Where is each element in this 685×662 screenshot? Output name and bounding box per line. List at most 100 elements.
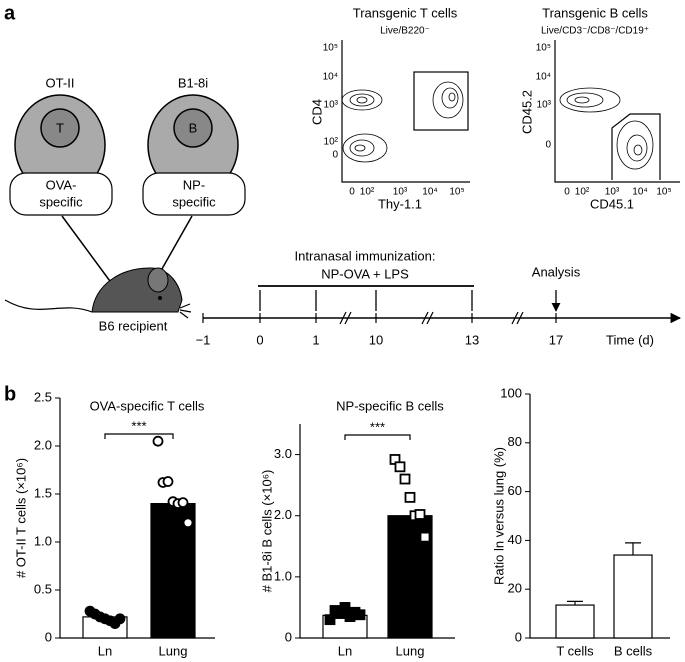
x-tick-label: Lung — [396, 643, 425, 658]
significance: *** — [370, 419, 385, 434]
day-label: 0 — [256, 332, 263, 347]
flow-y-tick: 0 — [545, 140, 551, 151]
x-tick-label: Lung — [159, 643, 188, 658]
flow-gate: Live/CD3⁻/CD8⁻/CD19⁺ — [541, 26, 649, 37]
y-tick-label: 0 — [285, 629, 292, 644]
cell-b18i: B1-8i B NP- specific — [142, 75, 246, 216]
flow-y-tick: 10³ — [537, 100, 552, 111]
cell-ot2: OT-II T OVA- specific — [9, 75, 113, 216]
flow-x-tick: 10³ — [605, 187, 620, 198]
y-axis-label: Ratio ln versus lung (%) — [491, 447, 506, 585]
flow-x-tick: 0 — [349, 187, 355, 198]
flow-y-tick: 10³ — [324, 100, 339, 111]
flow-y-tick: 10⁵ — [536, 43, 551, 54]
chart-title: OVA-specific T cells — [90, 398, 205, 413]
flow-gate: Live/B220⁻ — [380, 26, 430, 37]
specificity: NP- — [183, 177, 205, 192]
recipient-label: B6 recipient — [99, 318, 168, 333]
data-point — [394, 461, 406, 473]
panel-label: a — [4, 2, 16, 24]
bar — [613, 554, 653, 639]
flow-xlabel: Thy-1.1 — [378, 196, 422, 211]
data-point — [414, 509, 426, 520]
flow-x-tick: 10⁴ — [632, 187, 647, 198]
y-tick-label: 0.5 — [34, 581, 52, 596]
flow-y-tick: 10⁵ — [323, 43, 338, 54]
data-point — [114, 613, 126, 625]
error-bar — [625, 542, 641, 556]
flow-x-tick: 10³ — [393, 187, 408, 198]
error-bar — [567, 600, 583, 606]
treatment-label: NP-OVA + LPS — [321, 266, 409, 281]
x-tick-label: T cells — [556, 643, 594, 658]
significance-bracket — [104, 433, 174, 439]
flow-x-tick: 10⁴ — [422, 187, 437, 198]
flow-title: Transgenic B cells — [542, 5, 648, 20]
flow-x-tick: 10² — [575, 187, 590, 198]
chart-title: NP-specific B cells — [336, 398, 444, 413]
panel-label: b — [4, 383, 16, 405]
day-label: 17 — [549, 332, 563, 347]
flow-y-tick: 10⁴ — [536, 72, 551, 83]
flow-y-tick: 10² — [324, 137, 339, 148]
cell-name: B1-8i — [178, 75, 208, 90]
y-tick-label: 1.0 — [274, 568, 292, 583]
y-tick-label: 1.0 — [34, 533, 52, 548]
y-axis-label: # OT-II T cells (×10⁶) — [13, 458, 28, 578]
analysis-label: Analysis — [532, 264, 581, 279]
x-tick-label: Ln — [98, 643, 112, 658]
bar — [555, 604, 595, 639]
day-label: 13 — [465, 332, 479, 347]
arrow — [61, 215, 119, 293]
data-point — [162, 476, 174, 487]
flow-title: Transgenic T cells — [353, 5, 458, 20]
y-tick-label: 80 — [508, 434, 522, 449]
significance: *** — [131, 418, 146, 433]
cell-name: OT-II — [46, 75, 75, 90]
flow-plot-b: Transgenic B cells Live/CD3⁻/CD8⁻/CD19⁺ … — [519, 5, 680, 211]
y-tick-label: 20 — [508, 581, 522, 596]
timeline: Intranasal immunization: NP-OVA + LPS An… — [202, 248, 682, 347]
flow-y-tick: 0 — [332, 150, 338, 161]
y-tick-label: 0 — [515, 629, 522, 644]
flow-x-tick: 10⁵ — [449, 187, 464, 198]
y-tick-label: 2.0 — [34, 437, 52, 452]
flow-plot-t: Transgenic T cells Live/B220⁻ CD4 Thy-1.… — [309, 5, 470, 211]
flow-xlabel: CD45.1 — [590, 196, 634, 211]
y-tick-label: 3.0 — [274, 446, 292, 461]
specificity: specific — [172, 194, 216, 209]
y-tick-label: 2.5 — [34, 389, 52, 404]
x-tick-label: Ln — [338, 643, 352, 658]
day-label: 10 — [369, 332, 383, 347]
mouse: B6 recipient — [4, 267, 192, 333]
flow-x-tick: 0 — [564, 187, 570, 198]
flow-ylabel: CD4 — [309, 99, 324, 125]
data-point — [419, 531, 431, 543]
y-axis-label: # B1-8i B cells (×10⁶) — [259, 470, 274, 593]
y-tick-label: 60 — [508, 483, 522, 498]
day-label: 1 — [312, 332, 319, 347]
data-point — [354, 609, 366, 621]
data-point — [324, 614, 336, 626]
significance-bracket — [344, 434, 411, 440]
cell-letter: T — [56, 120, 64, 135]
flow-x-tick: 10⁵ — [656, 187, 671, 198]
y-tick-label: 2.0 — [274, 507, 292, 522]
y-tick-label: 40 — [508, 532, 522, 547]
time-unit: Time (d) — [606, 332, 654, 347]
treatment-label: Intranasal immunization: — [295, 248, 436, 263]
flow-x-tick: 10² — [360, 187, 375, 198]
flow-ylabel: CD45.2 — [519, 90, 534, 134]
y-tick-label: 0 — [45, 629, 52, 644]
day-label: −1 — [196, 332, 211, 347]
y-tick-label: 1.5 — [34, 485, 52, 500]
y-tick-label: 100 — [500, 385, 522, 400]
data-point — [182, 517, 194, 529]
specificity: specific — [39, 194, 83, 209]
data-point — [399, 473, 411, 485]
data-point — [177, 497, 189, 509]
data-point — [152, 435, 164, 447]
flow-y-tick: 10⁴ — [323, 72, 338, 83]
cell-letter: B — [189, 120, 198, 135]
